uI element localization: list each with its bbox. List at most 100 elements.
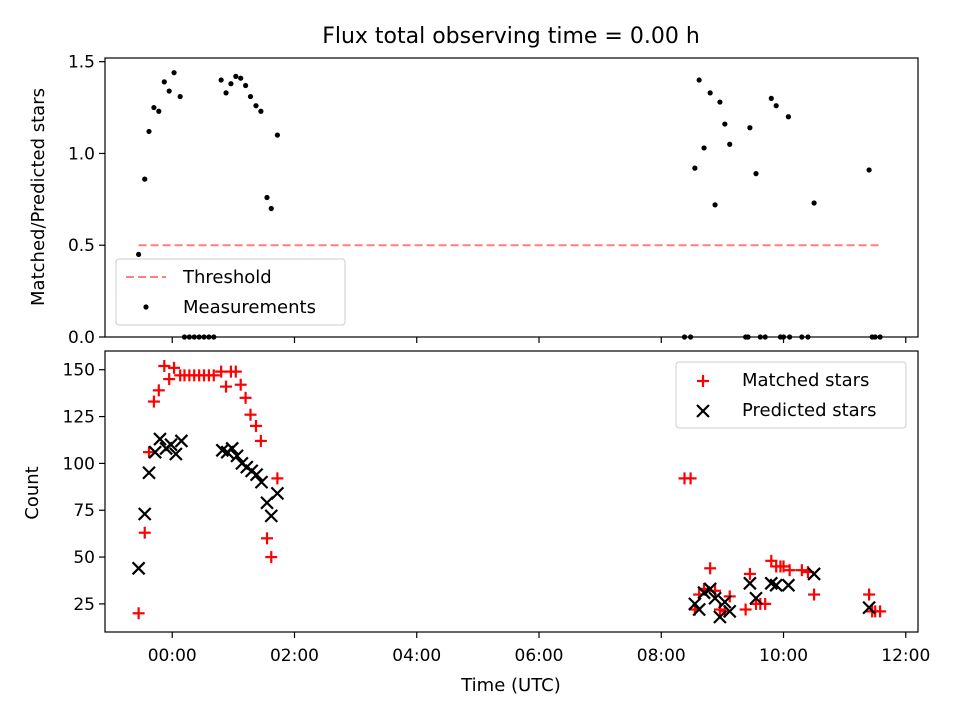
x-b: [249, 467, 264, 482]
y-tick-label: 0.0: [68, 328, 95, 348]
matched-star-point: [234, 378, 247, 391]
x-b: [713, 610, 727, 624]
x-b: [230, 449, 244, 463]
top-y-ticks: 0.0 0.5 1.0 1.5: [68, 53, 105, 348]
bottom-marks: [131, 359, 887, 624]
measurement-point: [785, 114, 792, 120]
matched-star-point: [220, 380, 233, 393]
x-tick-label: 02:00: [270, 646, 319, 666]
y-tick-label: 1.5: [68, 53, 95, 73]
matched-star-point: [163, 373, 176, 386]
top-ylabel: Matched/Predicted stars: [28, 88, 49, 306]
measurement-point: [264, 194, 270, 201]
measurement-point: [247, 93, 254, 100]
predicted-star-point: [743, 576, 757, 591]
matched-star-point: [239, 391, 252, 404]
matched-star-point: [863, 588, 876, 601]
measurement-point: [268, 205, 274, 212]
x-b: [862, 600, 876, 615]
measurements-legend-label: Measurements: [183, 297, 316, 318]
predicted-legend-swatch: [696, 404, 710, 418]
predicted-star-point: [769, 578, 783, 592]
y-tick-label: 75: [73, 501, 95, 521]
predicted-legend-label: Predicted stars: [742, 400, 876, 421]
matched-star-point: [229, 365, 242, 378]
predicted-star-point: [230, 449, 244, 463]
measurement-point: [768, 95, 774, 101]
x-b: [137, 507, 152, 521]
measurement-point: [747, 125, 753, 131]
bottom-xlabel: Time (UTC): [460, 675, 561, 696]
x-b: [703, 582, 717, 596]
predicted-star-point: [225, 441, 239, 456]
top-legend: Threshold Measurements: [115, 258, 346, 326]
measurement-point: [866, 167, 872, 173]
matched-star-point: [739, 603, 752, 616]
measurements-legend-swatch: [143, 304, 149, 310]
x-b: [142, 465, 156, 480]
matched-star-point: [244, 408, 257, 421]
predicted-star-point: [264, 509, 279, 523]
predicted-star-point: [703, 582, 717, 596]
x-b: [264, 509, 279, 523]
bottom-x-ticks: 00:00 02:00 04:00 06:00 08:00 10:00 12:00: [148, 632, 930, 666]
x-b: [270, 486, 285, 501]
measurement-point: [142, 176, 148, 182]
predicted-star-point: [713, 610, 727, 624]
top-x-ticks: [171, 337, 907, 343]
x-b: [708, 591, 722, 606]
measurement-point: [707, 90, 713, 96]
measurement-point: [166, 88, 172, 94]
predicted-star-point: [137, 507, 152, 521]
matched-star-point: [265, 551, 278, 564]
measurement-point: [773, 103, 779, 109]
y-tick-label: 100: [63, 454, 95, 474]
x-b: [749, 591, 763, 606]
x-b: [215, 443, 230, 458]
measurement-point: [233, 73, 239, 79]
predicted-star-point: [153, 432, 167, 446]
matched-star-point: [783, 564, 796, 577]
predicted-star-point: [131, 561, 146, 576]
x-tick-label: 10:00: [759, 646, 808, 666]
y-tick-label: 150: [63, 361, 95, 381]
x-tick-label: 08:00: [637, 646, 686, 666]
matched-star-point: [743, 567, 756, 580]
chart-title: Flux total observing time = 0.00 h: [322, 24, 700, 49]
x-b: [153, 432, 167, 446]
measurement-point: [171, 70, 177, 76]
x-tick-label: 00:00: [148, 646, 197, 666]
x-b: [807, 567, 821, 581]
predicted-star-point: [174, 434, 189, 448]
x-tick-label: 12:00: [881, 646, 930, 666]
x-b: [697, 585, 711, 600]
predicted-star-point: [142, 465, 156, 480]
predicted-star-point: [749, 591, 763, 606]
measurement-point: [228, 81, 234, 87]
measurement-point: [218, 77, 224, 83]
matched-star-point: [147, 395, 160, 408]
top-panel: 0.0 0.5 1.0 1.5 Matched/Predicted stars Thr…: [28, 53, 919, 348]
x-b: [769, 578, 783, 592]
measurement-point: [692, 165, 698, 171]
measurement-point: [753, 171, 759, 177]
x-b: [131, 561, 146, 576]
matched-star-point: [249, 419, 262, 432]
measurement-point: [161, 79, 167, 85]
measurement-point: [151, 104, 157, 111]
measurement-point: [274, 132, 280, 138]
y-tick-label: 0.5: [68, 236, 95, 256]
matched-legend-swatch: [697, 375, 709, 387]
x-b: [225, 441, 239, 456]
measurement-point: [253, 103, 259, 109]
matched-star-point: [271, 472, 284, 485]
matched-star-point: [684, 472, 697, 485]
measurement-point: [258, 108, 264, 114]
matched-star-point: [168, 361, 181, 374]
measurement-point: [238, 75, 244, 81]
x-b: [743, 576, 757, 591]
predicted-star-point: [722, 604, 737, 619]
x-b: [718, 595, 732, 609]
matched-legend-label: Matched stars: [742, 370, 869, 391]
bottom-legend-box: [675, 361, 907, 429]
